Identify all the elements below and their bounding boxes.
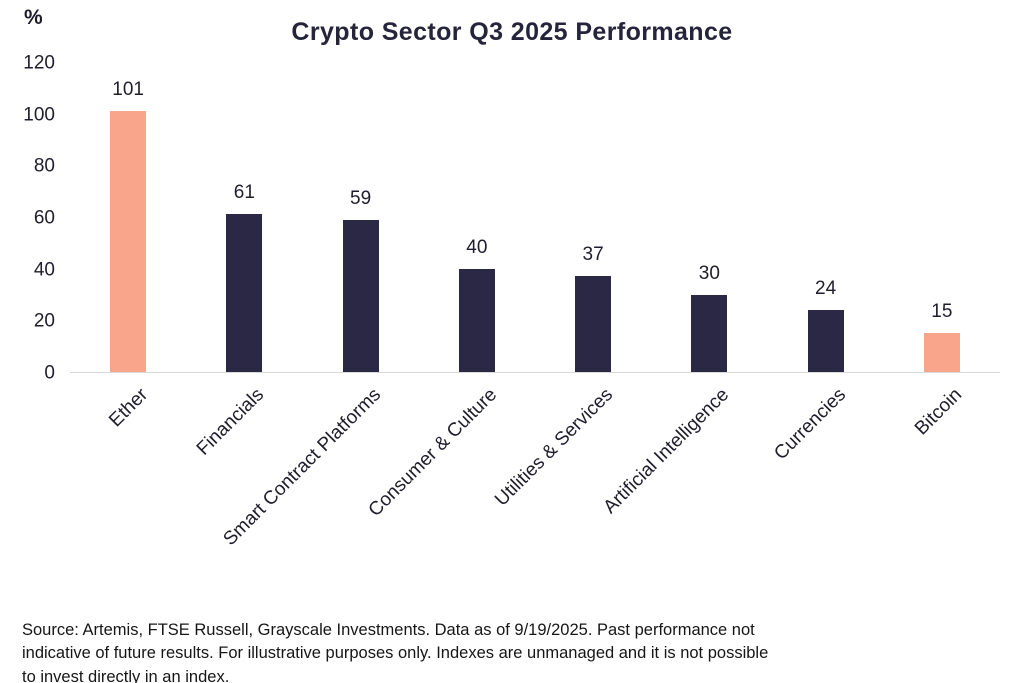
bar-column: 61	[186, 63, 302, 373]
x-axis-label: Bitcoin	[910, 384, 967, 440]
source-note-line: Source: Artemis, FTSE Russell, Grayscale…	[22, 621, 755, 639]
x-axis-labels: Ether Financials Smart Contract Platforms C…	[70, 373, 1000, 608]
bar-column: 101	[70, 63, 186, 373]
source-note-line: to invest directly in an index.	[22, 667, 230, 683]
bar-value-label: 101	[112, 79, 144, 101]
bar-currencies	[807, 310, 844, 372]
bar-column: 40	[419, 63, 535, 373]
bar-ether	[110, 111, 147, 372]
plot-area: 101 61 59 40 37 30 24 15	[70, 63, 1000, 373]
x-axis-label: Financials	[193, 384, 269, 460]
bar-column: 24	[768, 63, 884, 373]
bar-value-label: 15	[931, 301, 953, 323]
bar-bitcoin	[923, 333, 960, 372]
y-axis-unit-label: %	[24, 6, 43, 29]
bar-value-label: 40	[466, 236, 488, 258]
bar-column: 30	[651, 63, 767, 373]
bar-artificial-intelligence	[691, 294, 728, 372]
y-tick-label: 20	[33, 310, 55, 332]
bar-value-label: 59	[350, 187, 372, 209]
y-tick-label: 0	[44, 362, 55, 384]
y-tick-label: 120	[23, 52, 55, 74]
x-axis-label: Utilities & Services	[491, 384, 618, 511]
source-note: Source: Artemis, FTSE Russell, Grayscale…	[22, 619, 1002, 683]
bar-column: 37	[535, 63, 651, 373]
bar-smart-contract-platforms	[342, 219, 379, 372]
x-axis-line	[70, 372, 1000, 373]
source-note-line: indicative of future results. For illust…	[22, 644, 769, 663]
bar-consumer-culture	[458, 268, 495, 372]
y-axis: 0 20 40 60 80 100 120	[0, 54, 70, 383]
x-axis-label: Consumer & Culture	[364, 384, 502, 521]
x-axis-label: Artificial Intelligence	[599, 384, 734, 518]
bar-value-label: 30	[698, 262, 720, 284]
x-axis-label: Currencies	[769, 384, 850, 465]
bar-value-label: 24	[815, 278, 837, 299]
y-tick-label: 60	[33, 207, 55, 229]
bar-column: 59	[303, 63, 419, 373]
chart-title: Crypto Sector Q3 2025 Performance	[291, 18, 733, 46]
y-tick-label: 100	[23, 104, 55, 126]
x-axis-label: Ether	[105, 384, 153, 432]
bar-column: 15	[884, 63, 1000, 373]
bar-utilities-services	[575, 276, 612, 372]
y-tick-label: 80	[33, 155, 55, 177]
bar-value-label: 61	[233, 182, 255, 204]
bar-financials	[226, 214, 263, 372]
bar-value-label: 37	[582, 244, 604, 266]
y-tick-label: 40	[33, 259, 55, 281]
